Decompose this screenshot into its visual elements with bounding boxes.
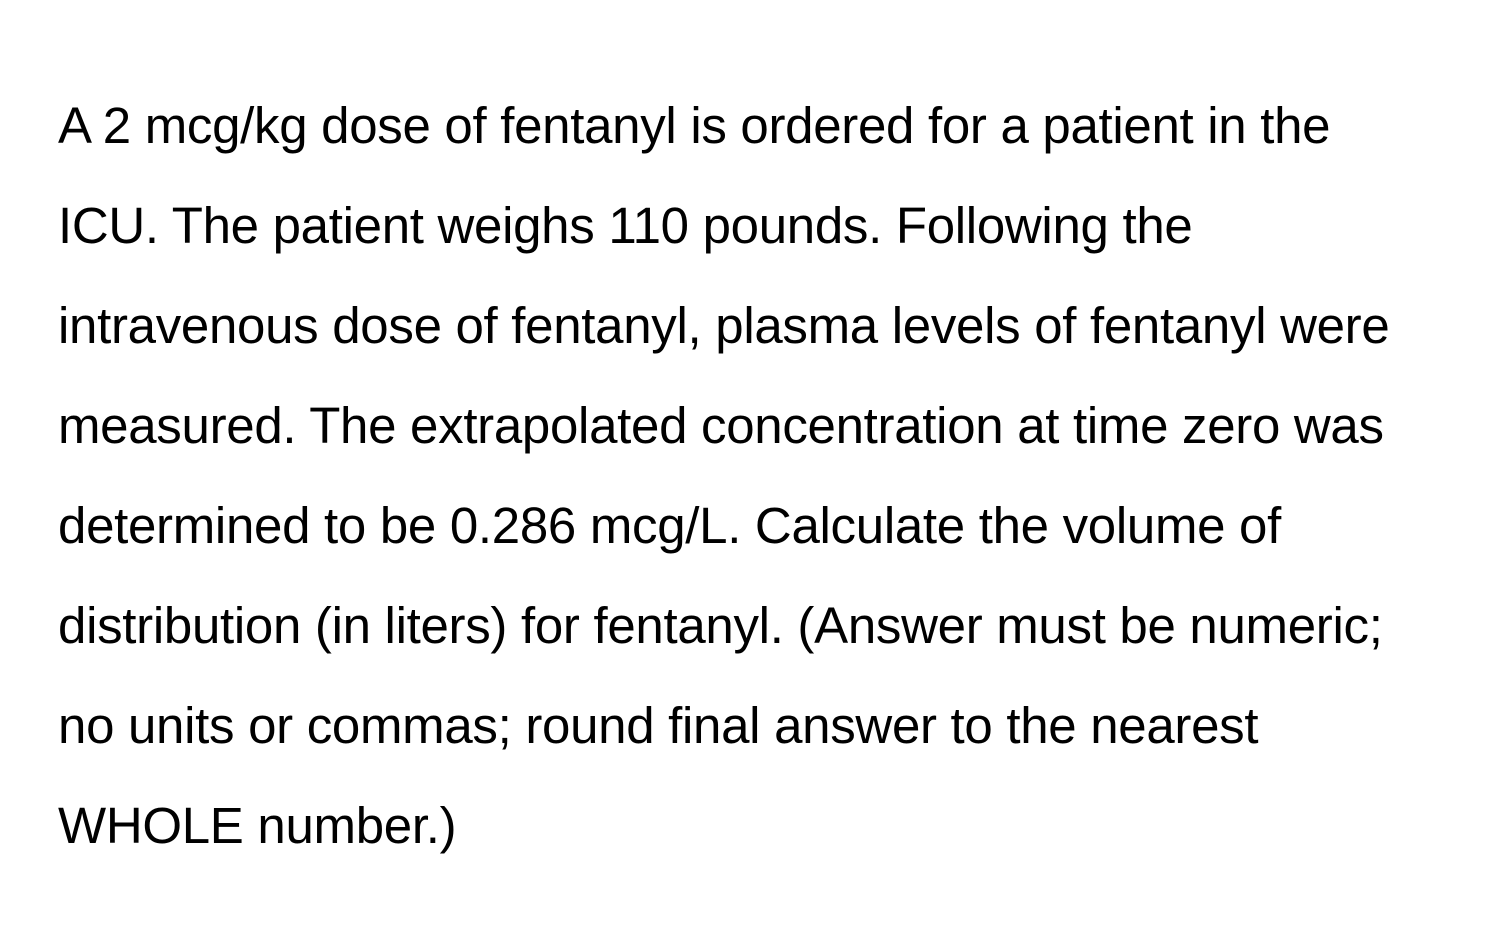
question-text: A 2 mcg/kg dose of fentanyl is ordered f… — [58, 76, 1442, 876]
question-container: A 2 mcg/kg dose of fentanyl is ordered f… — [0, 0, 1500, 952]
